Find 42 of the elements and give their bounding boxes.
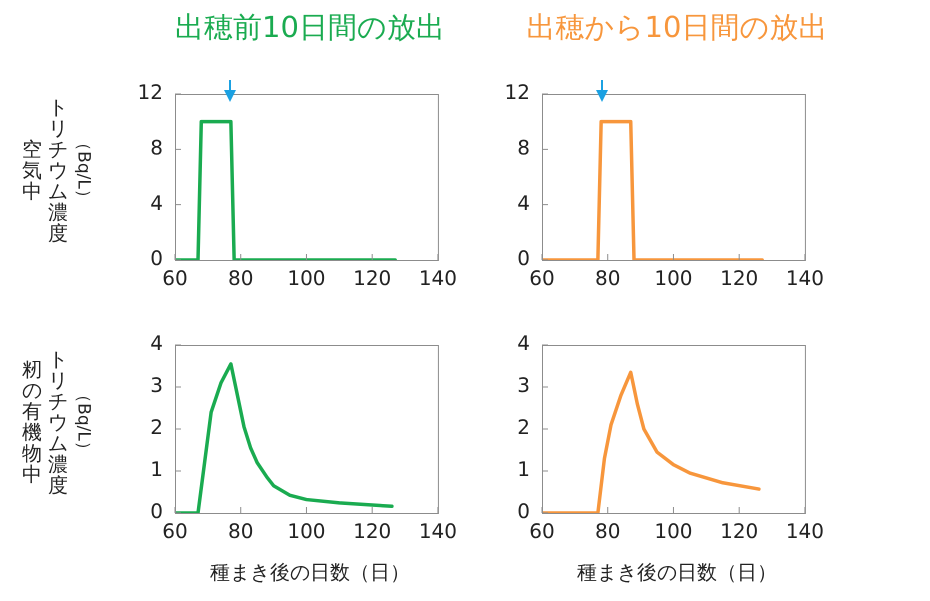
y-tick-label: 8 [150, 136, 163, 160]
y-tick-label: 4 [150, 190, 163, 215]
x-axis-title: 種まき後の日数（日） [576, 559, 778, 586]
y-tick-label: 0 [150, 499, 163, 524]
y-tick-label: 1 [517, 457, 530, 482]
x-tick-label: 120 [353, 266, 392, 290]
x-tick-label: 60 [529, 519, 555, 544]
x-tick-label: 120 [720, 519, 758, 544]
x-tick-label: 60 [529, 266, 555, 290]
x-tick-label: 80 [228, 266, 254, 290]
x-tick-label: 140 [786, 519, 824, 544]
y-tick-label: 2 [517, 415, 530, 440]
y-tick-label: 0 [517, 246, 530, 270]
y-tick-label: 0 [517, 499, 530, 524]
y-tick-label: 2 [150, 415, 163, 440]
x-tick-label: 140 [786, 266, 824, 290]
x-tick-label: 80 [595, 519, 620, 544]
x-tick-label: 60 [162, 266, 188, 290]
y-tick-label: 4 [517, 331, 530, 356]
x-tick-label: 80 [228, 519, 254, 544]
x-tick-label: 80 [595, 266, 620, 290]
y-tick-label: 1 [150, 457, 163, 482]
x-tick-label: 140 [418, 519, 458, 544]
y-tick-label: 3 [150, 373, 163, 398]
x-tick-label: 120 [720, 266, 758, 290]
chart-title: 出穂から10日間の放出 [526, 10, 828, 44]
y-tick-label: 3 [517, 373, 530, 398]
x-tick-label: 60 [162, 519, 188, 544]
y-tick-label: 8 [517, 136, 530, 160]
x-tick-label: 100 [654, 266, 693, 290]
x-tick-label: 100 [654, 519, 693, 544]
x-tick-label: 120 [353, 519, 392, 544]
y-tick-label: 4 [517, 190, 530, 215]
x-tick-label: 100 [287, 266, 326, 290]
y-tick-label: 0 [150, 246, 163, 270]
y-tick-label: 12 [138, 80, 163, 104]
y-tick-label: 12 [504, 80, 530, 104]
x-tick-label: 100 [287, 519, 326, 544]
chart-title: 出穂前10日間の放出 [175, 10, 445, 44]
x-axis-title: 種まき後の日数（日） [209, 559, 411, 586]
y-tick-label: 4 [150, 331, 163, 356]
x-tick-label: 140 [418, 266, 458, 290]
